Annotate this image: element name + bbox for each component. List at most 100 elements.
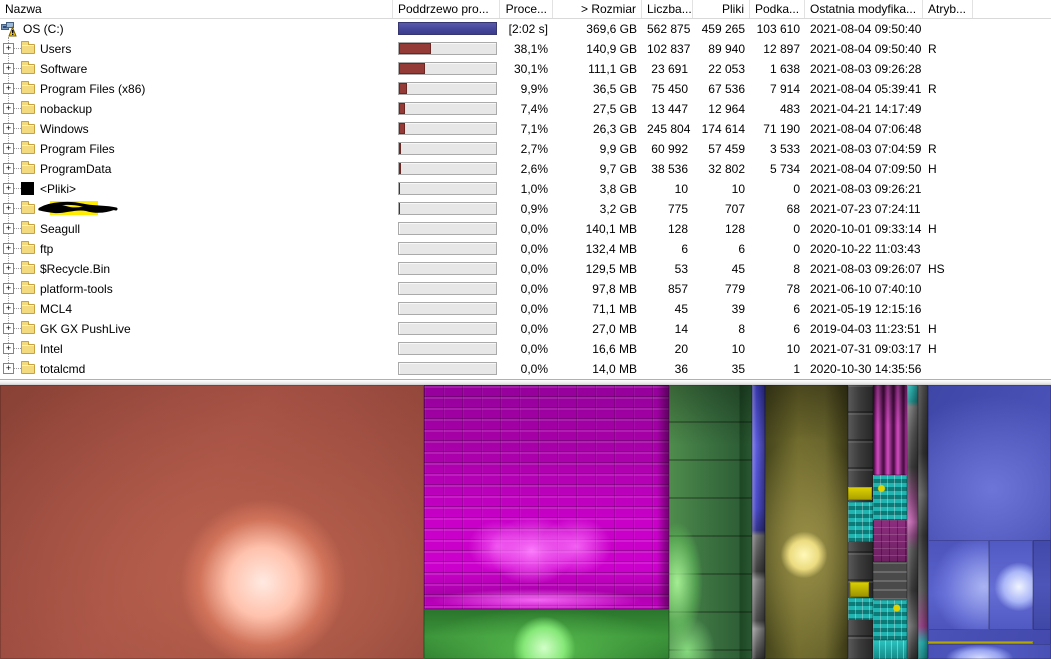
tree-connector	[14, 188, 21, 189]
treemap-region-purple-column-cyan-1[interactable]	[873, 475, 907, 520]
tree-row-ftp[interactable]: + ftp 0,0% 132,4 MB 6 6 0 2020-10-22 11:03:43	[0, 239, 1051, 259]
tree-row-MCL4[interactable]: + MCL4 0,0% 71,1 MB 45 39 6 2021-05-19 12:15:16	[0, 299, 1051, 319]
modified-cell: 2021-08-03 09:26:28	[810, 62, 922, 76]
tree-row-Seagull[interactable]: + Seagull 0,0% 140,1 MB 128 128 0 2020-10-01 09…	[0, 219, 1051, 239]
percent-cell: 0,0%	[520, 362, 548, 376]
tree-row-Windows[interactable]: + Windows 7,1% 26,3 GB 245 804 174 614 71 190 2…	[0, 119, 1051, 139]
items-cell: 6	[681, 242, 688, 256]
treemap-region-yellow-line[interactable]	[928, 641, 1033, 644]
treemap-region-gray-column-cyan-2[interactable]	[848, 598, 873, 620]
tree-row-totalcmd[interactable]: + totalcmd 0,0% 14,0 MB 36 35 1 2020-10-30 14:3…	[0, 359, 1051, 379]
treemap-region-gray-column-yellow-1[interactable]	[848, 487, 872, 500]
column-header-files[interactable]: Pliki	[693, 0, 750, 18]
modified-cell: 2021-07-23 07:24:11	[810, 202, 921, 216]
column-header-subdirs[interactable]: Podka...	[750, 0, 805, 18]
percent-cell: [2:02 s]	[508, 22, 548, 36]
column-header-bar[interactable]: Poddrzewo pro...	[393, 0, 500, 18]
subtree-bar-track	[398, 262, 497, 275]
items-cell: 38 536	[651, 162, 688, 176]
files-cell: 32 802	[708, 162, 745, 176]
tree-row-GK GX PushLive[interactable]: + GK GX PushLive 0,0% 27,0 MB 14 8 6 2019-04-03…	[0, 319, 1051, 339]
tree-row-nobackup[interactable]: + nobackup 7,4% 27,5 GB 13 447 12 964 483 2021-…	[0, 99, 1051, 119]
column-header-name[interactable]: Nazwa	[0, 0, 393, 18]
size-cell: 3,2 GB	[599, 202, 637, 216]
expand-plus-button[interactable]: +	[3, 283, 14, 294]
name-cell: + <Pliki>	[0, 179, 393, 199]
files-cell: 22 053	[708, 62, 745, 76]
tree-row-platform-tools[interactable]: + platform-tools 0,0% 97,8 MB 857 779 78 2021-0…	[0, 279, 1051, 299]
treemap-region-olive-block[interactable]	[765, 385, 848, 659]
treemap-region-purple-column-ridges[interactable]	[873, 385, 907, 475]
column-header-percent[interactable]: Proce...	[500, 0, 553, 18]
treemap-region-blue-sub-2[interactable]	[989, 540, 1033, 630]
name-cell: + ftp	[0, 239, 393, 259]
subdirs-cell: 7 914	[769, 82, 800, 96]
redacted-name-scribble	[36, 201, 120, 219]
tree-row-Users[interactable]: + Users 38,1% 140,9 GB 102 837 89 940 12 897 20…	[0, 39, 1051, 59]
expand-plus-button[interactable]: +	[3, 203, 14, 214]
expand-plus-button[interactable]: +	[3, 63, 14, 74]
tree-row-Intel[interactable]: + Intel 0,0% 16,6 MB 20 10 10 2021-07-31 09:03:…	[0, 339, 1051, 359]
treemap-region-green-column[interactable]	[669, 385, 752, 659]
size-cell: 129,5 MB	[585, 262, 637, 276]
tree-row-ProgramData[interactable]: + ProgramData 2,6% 9,7 GB 38 536 32 802 5 734 2…	[0, 159, 1051, 179]
expand-plus-button[interactable]: +	[3, 183, 14, 194]
tree-row-Program Files[interactable]: + Program Files 2,7% 9,9 GB 60 992 57 459 3 53…	[0, 139, 1051, 159]
treemap-region-purple-column-teal-bottom[interactable]	[873, 640, 907, 659]
expand-plus-button[interactable]: +	[3, 123, 14, 134]
expand-plus-button[interactable]: +	[3, 163, 14, 174]
tree-row-redacted[interactable]: +0,9% 3,2 GB 775 707 68 2021-07-23 07:24:11	[0, 199, 1051, 219]
tree-row-Software[interactable]: + Software 30,1% 111,1 GB 23 691 22 053 1 638 2…	[0, 59, 1051, 79]
percent-cell: 0,0%	[520, 262, 548, 276]
treemap-panel[interactable]	[0, 385, 1051, 659]
expand-plus-button[interactable]: +	[3, 103, 14, 114]
subtree-percentage-bar-cell	[393, 79, 500, 99]
attrs-cell	[923, 179, 973, 199]
expand-plus-button[interactable]: +	[3, 143, 14, 154]
treemap-region-blue-bottom[interactable]	[928, 644, 1051, 659]
treemap-region-red-large[interactable]	[0, 385, 424, 659]
expand-plus-button[interactable]: +	[3, 303, 14, 314]
subtree-bar-full	[398, 22, 497, 35]
column-header-modified[interactable]: Ostatnia modyfika...	[805, 0, 923, 18]
tree-row-$Recycle.Bin[interactable]: + $Recycle.Bin 0,0% 129,5 MB 53 45 8 2021-08-03…	[0, 259, 1051, 279]
expand-plus-button[interactable]: +	[3, 223, 14, 234]
subtree-bar-track	[398, 102, 497, 115]
treemap-region-narrow-strip-2[interactable]	[918, 385, 928, 659]
column-header-attrs[interactable]: Atryb...	[923, 0, 973, 18]
percent-cell: 2,7%	[520, 142, 548, 156]
expand-plus-button[interactable]: +	[3, 243, 14, 254]
column-header-size[interactable]: > Rozmiar	[553, 0, 642, 18]
treemap-region-blue-gray-strip[interactable]	[752, 385, 765, 659]
subtree-bar-track	[398, 182, 497, 195]
treemap-region-purple-column-cyan-2[interactable]	[873, 600, 907, 640]
tree-row-Program Files (x86)[interactable]: + Program Files (x86) 9,9% 36,5 GB 75 450 67 …	[0, 79, 1051, 99]
tree-row-OS (C:)[interactable]: OS (C:) [2:02 s] 369,6 GB 562 875 459 265 103…	[0, 19, 1051, 39]
treemap-region-magenta-block[interactable]	[424, 385, 669, 609]
treemap-region-purple-column-tiles[interactable]	[873, 520, 907, 562]
expand-plus-button[interactable]: +	[3, 363, 14, 374]
expand-plus-button[interactable]: +	[3, 263, 14, 274]
treemap-region-green-band[interactable]	[424, 609, 669, 659]
subtree-bar-track	[398, 302, 497, 315]
column-header-row: Nazwa Poddrzewo pro... Proce... > Rozmiar Li…	[0, 0, 1051, 19]
treemap-region-purple-column-gray[interactable]	[873, 562, 907, 600]
folder-icon	[21, 281, 35, 294]
expand-plus-button[interactable]: +	[3, 343, 14, 354]
tree-row-<Pliki>[interactable]: + <Pliki> 1,0% 3,8 GB 10 10 0 2021-08-03 09:26:…	[0, 179, 1051, 199]
expand-plus-button[interactable]: +	[3, 323, 14, 334]
subtree-bar-track	[398, 162, 497, 175]
expand-plus-button[interactable]: +	[3, 43, 14, 54]
panel-splitter[interactable]	[0, 379, 1051, 385]
modified-cell: 2021-08-03 07:04:59	[810, 142, 922, 156]
treemap-region-blue-sub-3[interactable]	[1033, 540, 1051, 630]
treemap-region-narrow-strip-1[interactable]	[907, 385, 918, 659]
treemap-region-gray-column-yellow-2[interactable]	[850, 582, 869, 597]
subdirs-cell: 71 190	[763, 122, 800, 136]
treemap-region-blue-sub-1[interactable]	[928, 540, 989, 630]
name-cell: OS (C:)	[0, 19, 393, 39]
treemap-region-gray-column-cyan-1[interactable]	[848, 502, 873, 542]
column-header-items[interactable]: Liczba...	[642, 0, 693, 18]
files-cell: 707	[724, 202, 745, 216]
expand-plus-button[interactable]: +	[3, 83, 14, 94]
